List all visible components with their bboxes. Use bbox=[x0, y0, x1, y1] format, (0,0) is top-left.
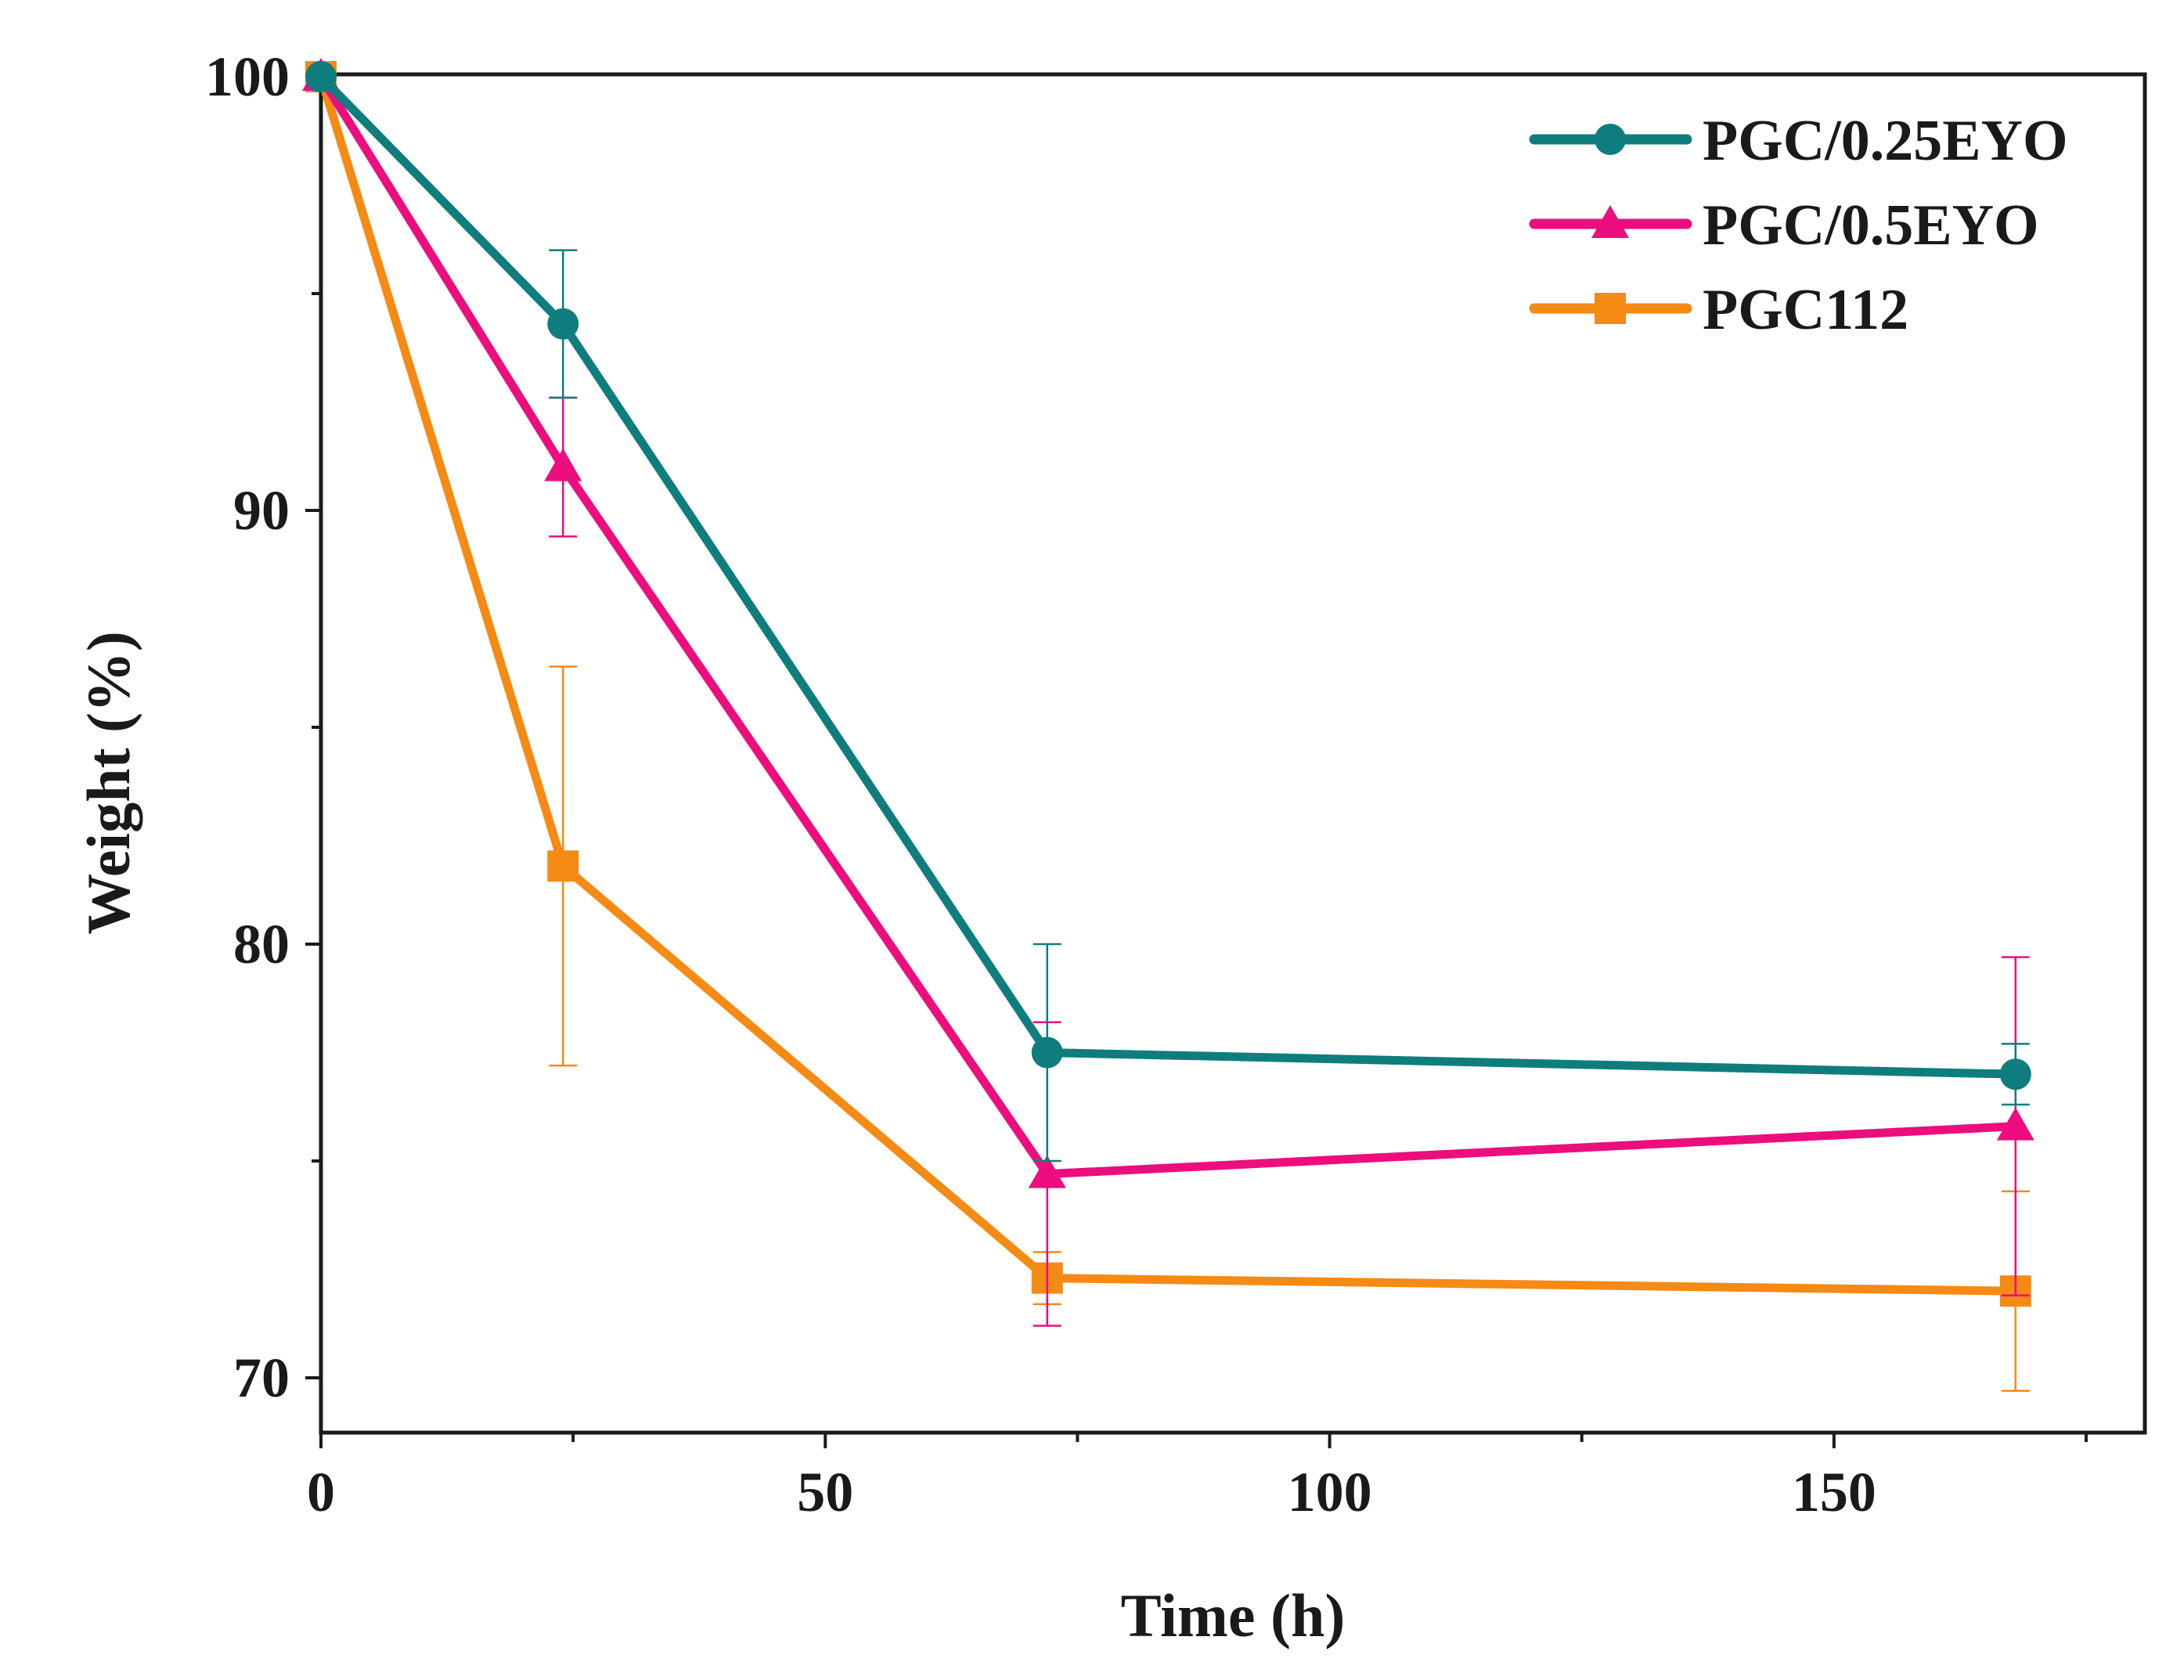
y-tick-label-100: 100 bbox=[205, 45, 290, 108]
series-layer bbox=[302, 58, 2034, 1392]
series-line-0 bbox=[318, 74, 2016, 1079]
series-line-2 bbox=[316, 75, 2016, 1296]
legend: PGC/0.25EYO PGC/0.5EYO PGC112 bbox=[1529, 109, 2068, 342]
legend-label-1: PGC/0.5EYO bbox=[1703, 193, 2039, 258]
x-axis-title: Time (h) bbox=[1121, 1581, 1346, 1649]
x-tick-label-50: 50 bbox=[797, 1461, 853, 1523]
x-tick-label-0: 0 bbox=[307, 1461, 335, 1523]
legend-item-2: PGC112 bbox=[1529, 278, 1908, 342]
data-point-1-1 bbox=[544, 448, 582, 481]
legend-marker-2 bbox=[1595, 293, 1626, 324]
plot-frame bbox=[319, 72, 2147, 1435]
legend-marker-1 bbox=[1591, 205, 1629, 238]
legend-label-0: PGC/0.25EYO bbox=[1703, 109, 2068, 173]
y-tick-label-70: 70 bbox=[233, 1347, 290, 1409]
legend-item-0: PGC/0.25EYO bbox=[1529, 109, 2068, 173]
series-0 bbox=[305, 61, 2031, 1163]
y-tick-label-80: 80 bbox=[233, 913, 290, 975]
data-point-0-2 bbox=[1031, 1036, 1063, 1069]
x-tick-label-150: 150 bbox=[1792, 1461, 1876, 1523]
data-point-0-0 bbox=[305, 61, 337, 92]
y-axis-title: Weight (%) bbox=[74, 631, 142, 935]
y-tick-label-90: 90 bbox=[233, 479, 290, 542]
data-point-0-3 bbox=[1999, 1058, 2031, 1091]
series-2 bbox=[305, 61, 2031, 1392]
legend-item-1: PGC/0.5EYO bbox=[1529, 193, 2039, 258]
x-axis: 0 50 100 150 bbox=[307, 1433, 2088, 1523]
legend-marker-0 bbox=[1595, 124, 1626, 155]
data-point-2-1 bbox=[547, 850, 579, 882]
data-point-1-3 bbox=[1996, 1107, 2034, 1141]
y-axis: 70 80 90 100 bbox=[205, 45, 321, 1409]
legend-label-2: PGC112 bbox=[1703, 278, 1908, 342]
data-point-0-1 bbox=[547, 308, 579, 340]
data-point-1-2 bbox=[1028, 1155, 1066, 1188]
series-line-1 bbox=[317, 74, 2016, 1179]
x-tick-label-100: 100 bbox=[1288, 1461, 1372, 1523]
